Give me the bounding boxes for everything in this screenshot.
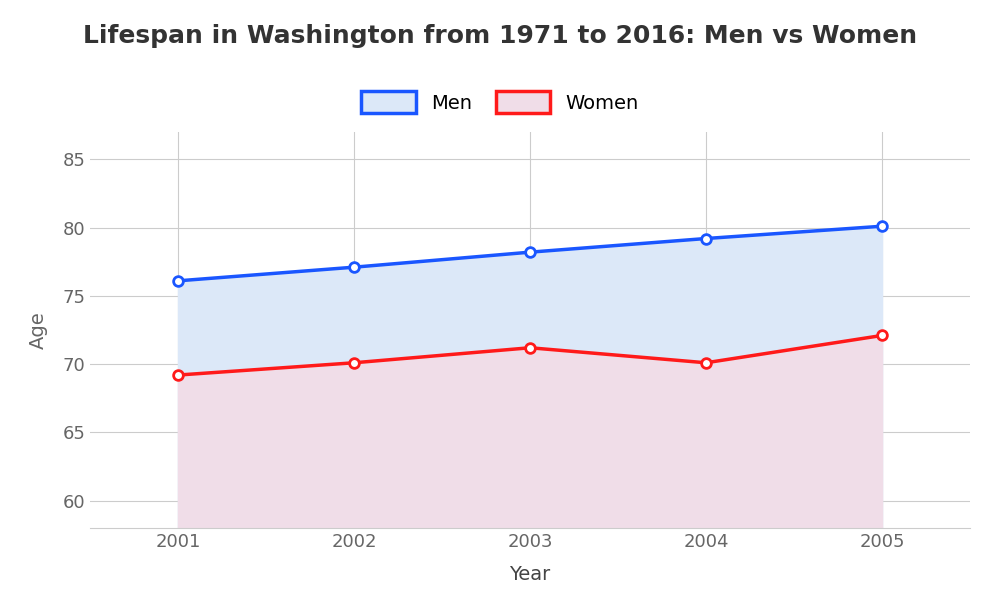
Legend: Men, Women: Men, Women <box>351 82 649 122</box>
Y-axis label: Age: Age <box>29 311 48 349</box>
X-axis label: Year: Year <box>509 565 551 584</box>
Text: Lifespan in Washington from 1971 to 2016: Men vs Women: Lifespan in Washington from 1971 to 2016… <box>83 24 917 48</box>
